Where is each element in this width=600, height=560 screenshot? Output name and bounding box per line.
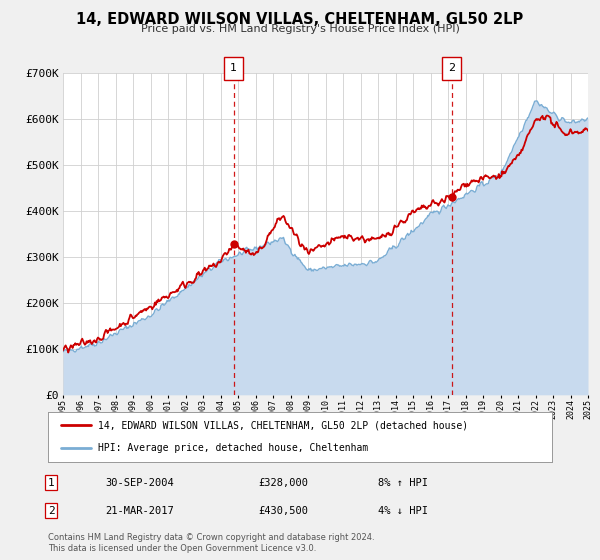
- FancyBboxPatch shape: [224, 57, 243, 80]
- Text: 30-SEP-2004: 30-SEP-2004: [105, 478, 174, 488]
- Text: 2: 2: [47, 506, 55, 516]
- Text: 2: 2: [448, 63, 455, 73]
- Text: Price paid vs. HM Land Registry's House Price Index (HPI): Price paid vs. HM Land Registry's House …: [140, 24, 460, 34]
- Text: £430,500: £430,500: [258, 506, 308, 516]
- Text: 14, EDWARD WILSON VILLAS, CHELTENHAM, GL50 2LP: 14, EDWARD WILSON VILLAS, CHELTENHAM, GL…: [76, 12, 524, 27]
- Text: £328,000: £328,000: [258, 478, 308, 488]
- Text: HPI: Average price, detached house, Cheltenham: HPI: Average price, detached house, Chel…: [98, 444, 368, 454]
- FancyBboxPatch shape: [442, 57, 461, 80]
- Text: 1: 1: [47, 478, 55, 488]
- Text: This data is licensed under the Open Government Licence v3.0.: This data is licensed under the Open Gov…: [48, 544, 316, 553]
- Text: Contains HM Land Registry data © Crown copyright and database right 2024.: Contains HM Land Registry data © Crown c…: [48, 533, 374, 542]
- Text: 1: 1: [230, 63, 237, 73]
- Text: 8% ↑ HPI: 8% ↑ HPI: [378, 478, 428, 488]
- Text: 4% ↓ HPI: 4% ↓ HPI: [378, 506, 428, 516]
- Text: 14, EDWARD WILSON VILLAS, CHELTENHAM, GL50 2LP (detached house): 14, EDWARD WILSON VILLAS, CHELTENHAM, GL…: [98, 420, 469, 430]
- Text: 21-MAR-2017: 21-MAR-2017: [105, 506, 174, 516]
